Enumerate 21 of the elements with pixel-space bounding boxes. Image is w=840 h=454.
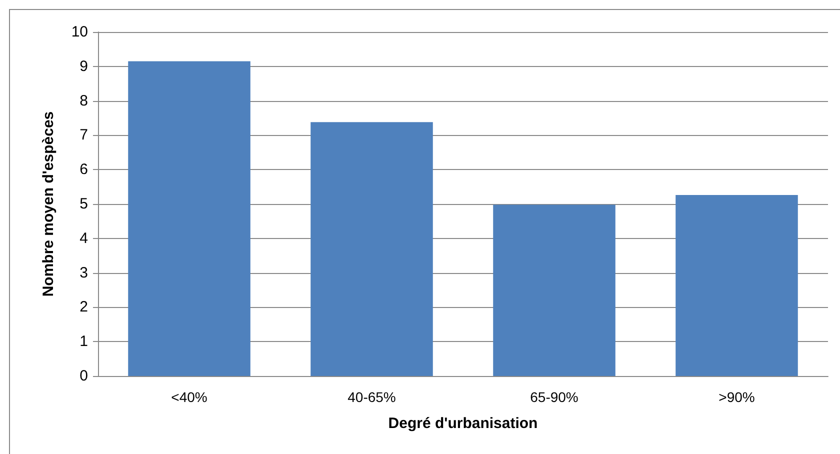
y-axis-title: Nombre moyen d'espèces <box>40 111 57 297</box>
y-tick-label: 8 <box>80 92 88 110</box>
y-tick-label: 0 <box>80 368 88 384</box>
bar <box>493 204 616 376</box>
bar <box>676 195 798 376</box>
bar <box>310 122 433 376</box>
y-tick-label: 4 <box>80 230 88 247</box>
y-tick-label: 2 <box>80 298 88 316</box>
y-tick-label: 1 <box>80 333 88 350</box>
x-tick-label: 65-90% <box>530 389 578 405</box>
x-axis-title: Degré d'urbanisation <box>388 415 538 432</box>
y-tick-label: 9 <box>80 58 88 75</box>
x-tick-label: 40-65% <box>348 389 396 405</box>
y-tick-label: 3 <box>80 264 88 282</box>
bar <box>128 61 250 376</box>
x-tick-label: <40% <box>171 389 208 405</box>
y-tick-label: 6 <box>80 161 88 178</box>
x-tick-label: >90% <box>718 389 755 405</box>
y-tick-label: 10 <box>71 24 88 40</box>
y-tick-label: 7 <box>80 126 88 144</box>
y-tick-label: 5 <box>80 196 88 212</box>
